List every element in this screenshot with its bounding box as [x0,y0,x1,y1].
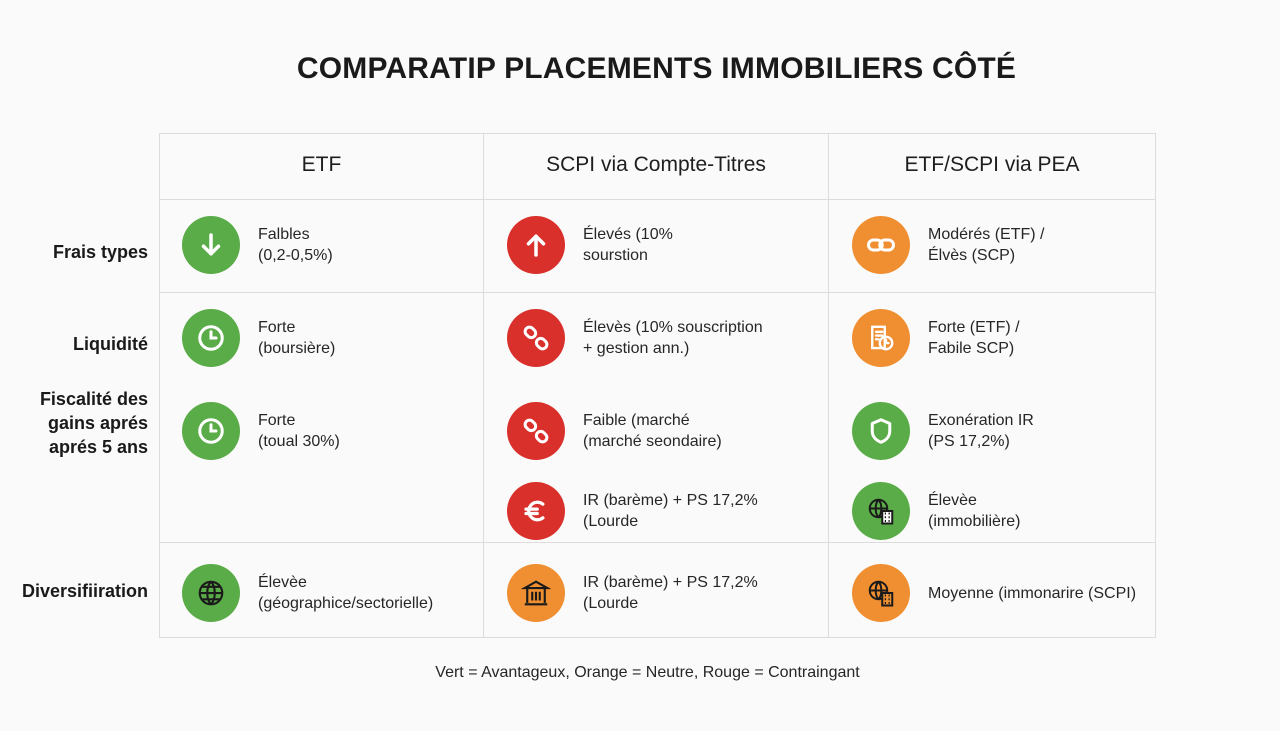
cell-text: Exonération IR (PS 17,2%) [928,412,1034,450]
cell-scpi-fiscalite-marche: Faible (marché (marché seondaire) [507,402,722,460]
grid-col-line-3 [1155,133,1156,638]
cell-text: Élevés (10% sourstion [583,226,673,264]
chain-icon [507,402,565,460]
cell-scpi-diversification: IR (barème) + PS 17,2% (Lourde [507,564,758,622]
building-icon [507,564,565,622]
cell-pea-diversification: Moyenne (immonarire (SCPI) [852,564,1136,622]
color-legend: Vert = Avantageux, Orange = Neutre, Roug… [435,664,860,681]
chain-icon [507,309,565,367]
clock-icon [182,309,240,367]
column-header-etf: ETF [301,153,342,176]
cell-text: IR (barème) + PS 17,2% (Lourde [583,492,758,530]
column-header-scpi-compte-titres: SCPI via Compte-Titres [546,153,766,176]
cell-scpi-liquidite: Élevès (10% souscription + gestion ann.) [507,309,763,367]
cell-pea-frais: Modérés (ETF) / Élvès (SCP) [852,216,1044,274]
cell-text: Forte (boursière) [258,319,336,357]
grid-row-line-2 [160,542,1155,543]
grid-col-line-1 [483,133,484,638]
cell-text: Falbles (0,2-0,5%) [258,226,333,264]
globe-building-icon [852,482,910,540]
cell-pea-fiscalite-immobiliere: Élevèe (immobilière) [852,482,1020,540]
globe-icon [182,564,240,622]
cell-etf-fiscalite: Forte (toual 30%) [182,402,340,460]
document-clock-icon [852,309,910,367]
euro-icon [507,482,565,540]
row-label-fiscalite: Fiscalité des gains aprés aprés 5 ans [39,389,148,457]
cell-text: Moyenne (immonarire (SCPI) [928,584,1137,602]
cell-scpi-frais: Élevés (10% sourstion [507,216,673,274]
cell-text: Faible (marché (marché seondaire) [583,412,722,450]
row-label-liquidite: Liquidité [73,334,148,354]
arrow-down-icon [182,216,240,274]
cell-etf-liquidite: Forte (boursière) [182,309,335,367]
cell-text: Élevès (10% souscription + gestion ann.) [583,319,763,357]
link-icon [852,216,910,274]
cell-text: Élevèe (immobilière) [928,492,1021,530]
row-label-frais: Frais types [52,242,148,262]
globe-building-icon [852,564,910,622]
shield-icon [852,402,910,460]
cell-text: Élevèe (géographice/sectorielle) [258,574,434,612]
cell-pea-liquidite: Forte (ETF) / Fabile SCP) [852,309,1020,367]
grid-bottom-line [160,637,1155,638]
cell-pea-fiscalite: Exonération IR (PS 17,2%) [852,402,1034,460]
cell-text: Forte (ETF) / Fabile SCP) [928,319,1020,357]
cell-scpi-fiscalite-ir: IR (barème) + PS 17,2% (Lourde [507,482,758,540]
cell-text: Modérés (ETF) / Élvès (SCP) [928,226,1045,264]
row-label-diversification: Diversifiiration [21,581,148,601]
grid-row-line-1 [160,292,1155,293]
clock-icon [182,402,240,460]
cell-etf-frais: Falbles (0,2-0,5%) [182,216,333,274]
grid-top-line [160,133,1155,134]
cell-text: IR (barème) + PS 17,2% (Lourde [583,574,758,612]
column-header-etf-scpi-pea: ETF/SCPI via PEA [904,153,1080,176]
grid-col-line-0 [159,133,160,638]
grid-header-line [160,199,1155,200]
grid-col-line-2 [828,133,829,638]
cell-text: Forte (toual 30%) [258,412,340,450]
page-title: COMPARATIP PLACEMENTS IMMOBILIERS CÔTÉ [296,52,1017,85]
arrow-up-icon [507,216,565,274]
cell-etf-diversification: Élevèe (géographice/sectorielle) [182,564,433,622]
